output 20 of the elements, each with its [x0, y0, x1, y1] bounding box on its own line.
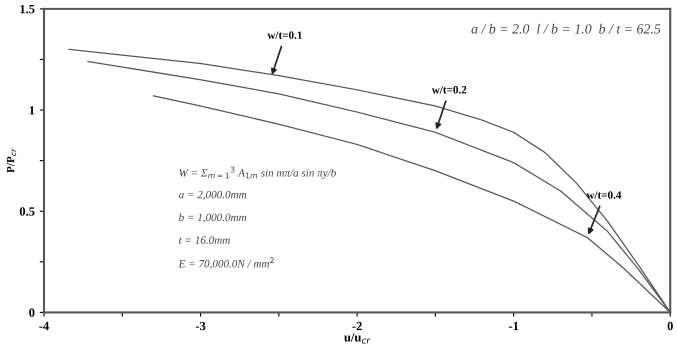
x-tick-label: 0 — [668, 322, 673, 330]
x-tick-label: -3 — [196, 322, 206, 330]
annotation: w/t=0.1 — [267, 31, 302, 39]
x-tick-label: -1 — [508, 322, 518, 330]
y-tick-label: 1.5 — [20, 4, 35, 14]
y-tick-label: 0.5 — [20, 207, 35, 216]
annotation: a = 2,000.0mm — [178, 190, 246, 200]
annotation: t = 16.0mm — [179, 236, 230, 244]
annotation: W = Σ$_{m=1}$$^{3}$ A$_{1m}$ sin mπ/a sin πy/b — [179, 166, 336, 179]
x-tick-label: -2 — [352, 322, 362, 330]
y-tick-label: 0 — [29, 308, 34, 317]
annotation: E = 70,000.0N / mm$^{2}$ — [178, 257, 274, 270]
x-tick-label: -4 — [39, 322, 49, 330]
y-tick-label: 1 — [30, 106, 34, 114]
annotation: w/t=0.4 — [586, 191, 622, 199]
annotation: a / b = 2.0 l / b = 1.0 b / t = 62.5 — [471, 24, 660, 34]
x-axis-title: u/u$_{cr}$ — [344, 333, 370, 344]
annotation: b = 1,000.0mm — [179, 213, 246, 223]
y-axis-title: P/P$_{cr}$ — [6, 148, 16, 173]
annotation: w/t=0.2 — [432, 86, 466, 94]
